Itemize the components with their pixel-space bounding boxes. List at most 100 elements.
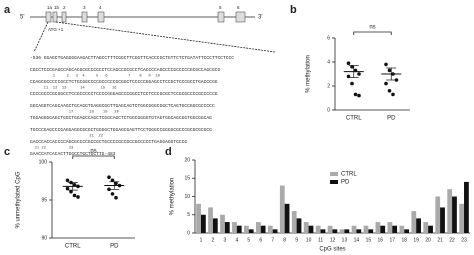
x-tick-label: 3 (224, 237, 227, 243)
data-point (384, 62, 388, 67)
x-tick-label: 15 (366, 237, 372, 243)
bar (387, 222, 393, 233)
three-prime: 3' (258, 15, 262, 21)
site-numbers: 21 22 23 (30, 147, 74, 151)
exon-label: 3 (83, 5, 86, 10)
legend-label: CTRL (341, 172, 357, 178)
bar (200, 214, 206, 233)
exon-label: 1a (47, 5, 53, 10)
x-tick-label: 6 (259, 237, 262, 243)
y-tick-label: 6 (327, 35, 330, 41)
x-tick-label: 4 (235, 237, 238, 243)
bar (332, 229, 338, 233)
x-tick-label: 10 (306, 237, 312, 243)
x-tick-label: 8 (283, 237, 286, 243)
significance-bracket (72, 155, 115, 159)
site-numbers: 21 22 (30, 135, 104, 139)
x-tick-label: 23 (461, 237, 467, 243)
significance-bracket (353, 31, 392, 35)
bar (452, 196, 457, 233)
bar (435, 196, 441, 233)
bar (440, 207, 445, 233)
data-point (353, 92, 358, 97)
annotation: ns (90, 149, 96, 155)
y-axis-label: % methylation (306, 55, 312, 93)
bar (447, 189, 453, 233)
x-tick-label: PD (110, 244, 119, 250)
bar (399, 225, 405, 233)
data-point (72, 193, 77, 198)
x-tick-label: CTRL (346, 116, 362, 122)
exon-label: 1b (54, 5, 60, 10)
bar (196, 203, 201, 233)
x-tick-label: 2 (212, 237, 215, 243)
data-point (76, 195, 80, 199)
data-point (65, 178, 70, 183)
bar (392, 225, 398, 233)
y-tick-label: 20 (184, 157, 190, 163)
y-tick-label: 90 (41, 235, 47, 241)
data-point (65, 186, 70, 191)
y-tick-label: 100 (39, 159, 48, 165)
sequence-line: TGCCCGAGCCCGAGGAGGCGCGCTGGGGCTGGAGCGAGTT… (30, 127, 212, 133)
bar (248, 229, 254, 233)
data-point (391, 92, 395, 97)
bar (423, 222, 429, 233)
sequence-line: CCCCGCCCGCGGCCTCCGCCCCCTCCCCGGGAGCCCGGCC… (30, 91, 218, 97)
x-tick-label: 11 (318, 237, 323, 243)
bar (339, 229, 345, 233)
x-axis-label: CpG sites (319, 247, 345, 253)
bar (267, 225, 273, 233)
legend-swatch (330, 180, 338, 184)
bar (284, 203, 290, 233)
bar (303, 222, 309, 233)
x-tick-label: 19 (413, 237, 419, 243)
y-tick-label: 95 (41, 197, 47, 203)
bar (363, 225, 369, 233)
bar (260, 225, 266, 233)
bar (380, 225, 386, 233)
y-tick-label: 15 (184, 176, 190, 182)
panel-label: c (4, 146, 10, 158)
x-tick-label: 5 (247, 237, 250, 243)
sequence-line: CGCCTCCCGAGCCAGCACGCGCCCGCCTCCAGCCGCGCCT… (30, 67, 220, 73)
zoom-line (55, 21, 276, 53)
x-tick-label: 14 (354, 237, 360, 243)
zoom-line (33, 21, 49, 53)
data-point (110, 178, 115, 183)
bar (296, 218, 302, 233)
data-point (69, 189, 73, 194)
bar (416, 218, 421, 233)
legend-swatch (330, 172, 338, 176)
y-tick-label: 0 (327, 107, 330, 113)
exon-label: 4 (99, 5, 102, 10)
panel-label: d (165, 146, 172, 158)
y-tick-label: 0 (187, 230, 190, 236)
bar (279, 185, 285, 233)
x-tick-label: 9 (295, 237, 298, 243)
bar (320, 229, 326, 233)
x-tick-label: 1 (200, 237, 203, 243)
bar (356, 229, 362, 233)
data-point (346, 61, 351, 65)
exon-label: 2 (63, 5, 66, 10)
sequence-line: -536 GGAGCTGAGGGGAAGACTTAGCCTTTCGGCTTCGG… (30, 55, 234, 61)
bar (428, 225, 433, 233)
start-label: ATG +1 (48, 27, 64, 32)
bar (224, 222, 230, 233)
bar (464, 181, 469, 233)
bar (291, 211, 297, 233)
bar (344, 229, 350, 233)
site-numbers: 1 2 3 4 5 6 7 8 9 10 (30, 75, 161, 79)
data-point (394, 78, 399, 82)
x-tick-label: 16 (378, 237, 384, 243)
bar (244, 225, 249, 233)
x-tick-label: 22 (449, 237, 455, 243)
x-tick-label: 12 (330, 237, 336, 243)
bar (411, 211, 417, 233)
bar (308, 225, 314, 233)
exon-label: 5 (219, 5, 222, 10)
data-point (357, 93, 361, 98)
sequence-line: GAACCATCACACTTGGCCTGCTGCTTG-483 (30, 151, 116, 157)
